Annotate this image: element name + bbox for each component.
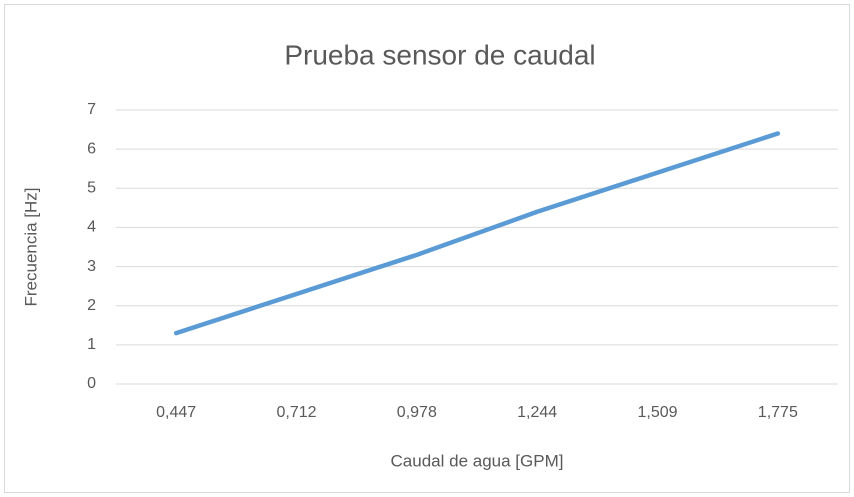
x-tick-label: 0,978 [397,404,437,421]
x-tick-label: 1,509 [637,404,677,421]
chart-border [4,4,850,493]
x-tick-label: 0,447 [156,404,196,421]
data-line [173,131,781,336]
y-tick-label: 6 [87,140,96,157]
x-axis-title: Caudal de agua [GPM] [391,451,564,470]
y-tick-label: 3 [87,258,96,275]
y-tick-label: 7 [87,101,96,118]
x-tick-label: 1,244 [517,404,557,421]
y-tick-label: 0 [87,375,96,392]
y-tick-label: 5 [87,180,96,197]
chart-title: Prueba sensor de caudal [284,39,595,70]
y-tick-label: 2 [87,297,96,314]
x-tick-label: 0,712 [276,404,316,421]
x-tick-label: 1,775 [758,404,798,421]
y-tick-label: 4 [87,219,96,236]
y-tick-label: 1 [87,336,96,353]
y-axis-title: Frecuencia [Hz] [21,187,40,306]
